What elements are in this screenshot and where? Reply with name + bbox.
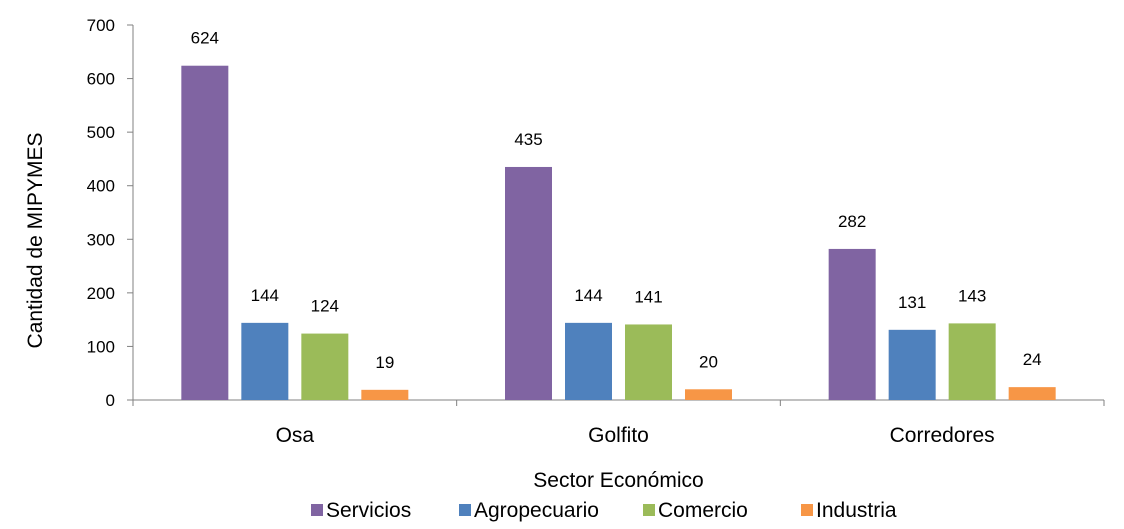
data-labels: 624 144 124 19 435 144 141 20 282 131 143 24	[191, 29, 1042, 372]
data-label: 141	[634, 287, 662, 306]
legend: Servicios Agropecuario Comercio Industria	[311, 499, 897, 522]
x-category-label: Osa	[276, 424, 315, 447]
bar-industria-osa	[361, 389, 409, 400]
legend-swatch-servicios	[311, 504, 323, 516]
bar-comercio-osa	[301, 333, 349, 400]
legend-swatch-agropecuario	[459, 504, 471, 516]
x-category-label: Corredores	[890, 424, 995, 447]
data-label: 24	[1023, 350, 1042, 369]
y-tick-label: 100	[87, 337, 115, 356]
y-tick-label: 400	[87, 177, 115, 196]
data-label: 144	[574, 286, 602, 305]
bar-agropecuario-corredores	[888, 329, 936, 400]
legend-label-comercio: Comercio	[658, 499, 748, 522]
data-label: 124	[311, 297, 339, 316]
data-label: 144	[251, 286, 279, 305]
bars	[181, 65, 1056, 400]
data-label: 282	[838, 212, 866, 231]
y-tick-label: 0	[106, 391, 115, 410]
bar-servicios-corredores	[828, 248, 876, 400]
y-tick-label: 300	[87, 230, 115, 249]
data-label: 143	[958, 286, 986, 305]
bar-industria-golfito	[685, 389, 732, 400]
y-tick-label: 700	[87, 16, 115, 35]
data-label: 131	[898, 293, 926, 312]
bar-agropecuario-golfito	[565, 322, 612, 400]
x-category-label: Golfito	[588, 424, 649, 447]
legend-swatch-industria	[801, 504, 813, 516]
data-label: 624	[191, 29, 219, 48]
bar-agropecuario-osa	[241, 322, 289, 400]
legend-label-servicios: Servicios	[326, 499, 411, 522]
y-axis: 0 100 200 300 400 500 600 700	[87, 16, 134, 410]
legend-swatch-comercio	[643, 504, 655, 516]
y-tick-label: 600	[87, 70, 115, 89]
data-label: 435	[514, 130, 542, 149]
bar-comercio-golfito	[625, 324, 672, 400]
x-axis: Osa Golfito Corredores	[132, 399, 1105, 447]
bar-servicios-osa	[181, 65, 229, 400]
data-label: 20	[699, 352, 718, 371]
legend-label-industria: Industria	[816, 499, 897, 522]
y-axis-title: Cantidad de MIPYMES	[24, 133, 47, 349]
x-axis-title: Sector Económico	[533, 469, 703, 492]
y-tick-label: 200	[87, 284, 115, 303]
bar-industria-corredores	[1008, 387, 1056, 400]
bar-comercio-corredores	[948, 323, 996, 400]
bar-servicios-golfito	[505, 166, 552, 400]
data-label: 19	[375, 353, 394, 372]
legend-label-agropecuario: Agropecuario	[474, 499, 599, 522]
y-tick-label: 500	[87, 123, 115, 142]
